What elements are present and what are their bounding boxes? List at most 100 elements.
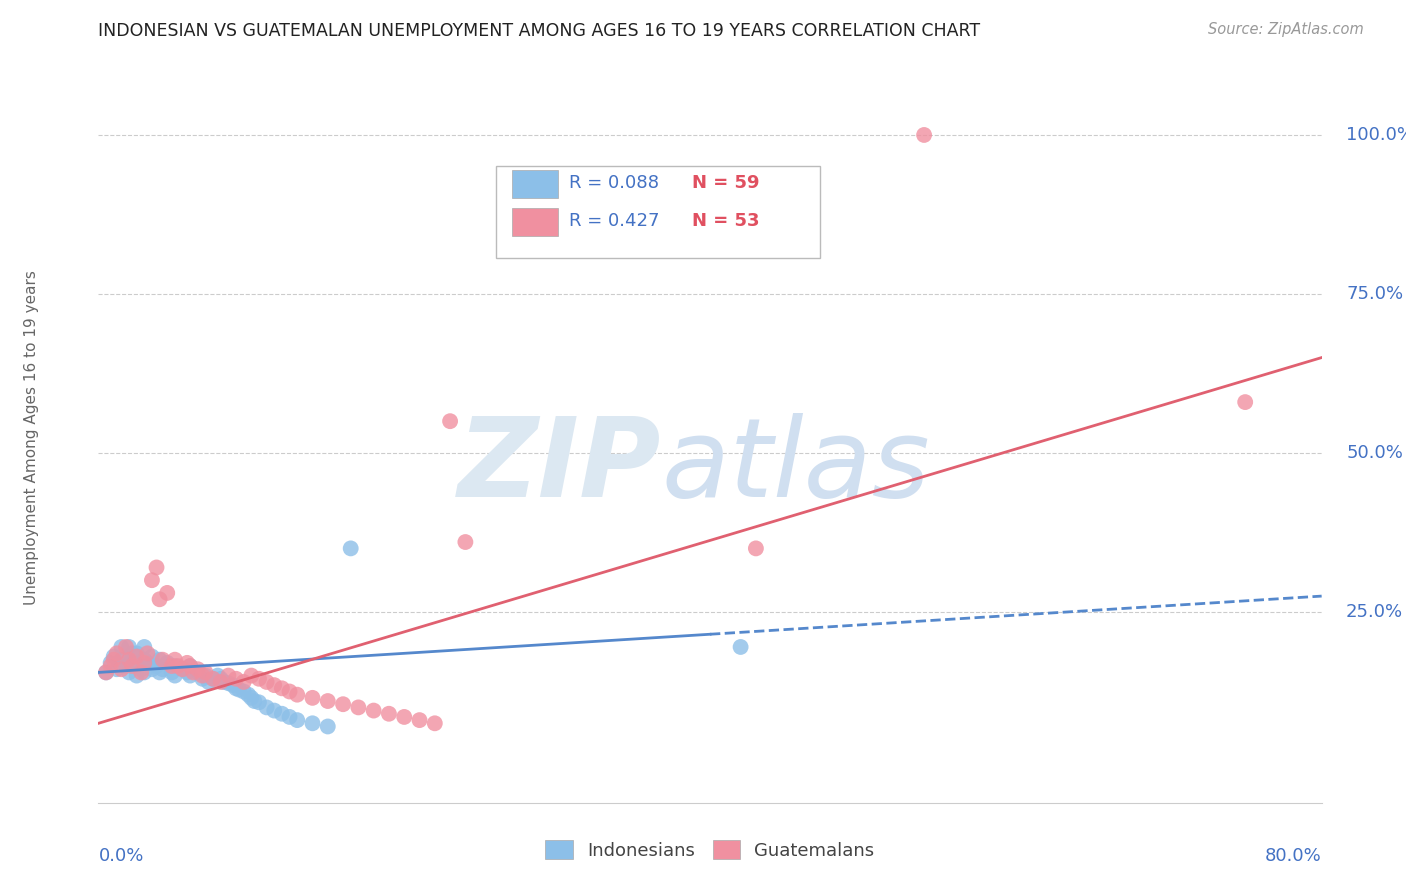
Point — [202, 672, 225, 686]
Point — [191, 672, 214, 686]
Point — [149, 653, 172, 667]
Text: 75.0%: 75.0% — [1346, 285, 1403, 303]
Point — [181, 665, 204, 680]
Text: Source: ZipAtlas.com: Source: ZipAtlas.com — [1208, 22, 1364, 37]
Point — [115, 640, 138, 654]
Point — [103, 653, 125, 667]
Point — [363, 704, 385, 718]
Text: atlas: atlas — [661, 413, 929, 520]
Point — [209, 672, 232, 686]
Point — [100, 659, 122, 673]
Point — [179, 668, 201, 682]
Point — [912, 128, 935, 142]
Point — [225, 681, 247, 696]
Point — [263, 704, 285, 718]
Point — [392, 710, 416, 724]
Point — [232, 684, 254, 698]
Point — [378, 706, 401, 721]
Point — [149, 592, 172, 607]
Point — [134, 665, 156, 680]
Point — [194, 668, 217, 682]
Point — [278, 684, 301, 698]
Point — [121, 646, 143, 660]
Point — [176, 665, 198, 680]
Point — [160, 659, 183, 673]
Point — [217, 668, 239, 682]
Point — [1234, 395, 1257, 409]
Point — [247, 695, 270, 709]
Point — [209, 675, 232, 690]
Legend: Indonesians, Guatemalans: Indonesians, Guatemalans — [538, 833, 882, 867]
Point — [129, 665, 152, 680]
Point — [163, 659, 186, 673]
Point — [172, 662, 194, 676]
FancyBboxPatch shape — [512, 170, 558, 198]
Point — [136, 656, 159, 670]
Point — [105, 646, 128, 660]
Point — [94, 665, 117, 680]
Point — [118, 665, 141, 680]
Point — [125, 656, 148, 670]
Point — [339, 541, 361, 556]
Point — [141, 649, 163, 664]
Point — [125, 646, 148, 660]
Text: N = 53: N = 53 — [692, 212, 759, 230]
Point — [134, 656, 156, 670]
Point — [167, 659, 190, 673]
Point — [160, 665, 183, 680]
Point — [423, 716, 446, 731]
Point — [187, 665, 209, 680]
Point — [263, 678, 285, 692]
Point — [94, 665, 117, 680]
Point — [232, 675, 254, 690]
Text: INDONESIAN VS GUATEMALAN UNEMPLOYMENT AMONG AGES 16 TO 19 YEARS CORRELATION CHAR: INDONESIAN VS GUATEMALAN UNEMPLOYMENT AM… — [98, 22, 980, 40]
FancyBboxPatch shape — [496, 167, 820, 258]
Point — [125, 668, 148, 682]
Text: 100.0%: 100.0% — [1346, 126, 1406, 144]
Point — [100, 656, 122, 670]
Point — [301, 716, 323, 731]
Point — [225, 672, 247, 686]
Point — [141, 573, 163, 587]
Point — [163, 653, 186, 667]
FancyBboxPatch shape — [512, 208, 558, 235]
Point — [256, 675, 278, 690]
Point — [194, 665, 217, 680]
Point — [176, 656, 198, 670]
Point — [110, 640, 132, 654]
Point — [156, 586, 179, 600]
Point — [278, 710, 301, 724]
Point — [347, 700, 370, 714]
Text: 0.0%: 0.0% — [98, 847, 143, 864]
Point — [118, 653, 141, 667]
Point — [332, 697, 354, 711]
Point — [110, 662, 132, 676]
Point — [243, 694, 266, 708]
Point — [197, 675, 219, 690]
Point — [730, 640, 752, 654]
Point — [179, 659, 201, 673]
Point — [240, 668, 263, 682]
Point — [270, 681, 292, 696]
Text: 80.0%: 80.0% — [1265, 847, 1322, 864]
Text: 25.0%: 25.0% — [1346, 603, 1403, 621]
Text: N = 59: N = 59 — [692, 174, 759, 193]
Point — [408, 713, 430, 727]
Point — [228, 682, 250, 697]
Text: R = 0.427: R = 0.427 — [569, 212, 659, 230]
Point — [152, 653, 174, 667]
Text: Unemployment Among Ages 16 to 19 years: Unemployment Among Ages 16 to 19 years — [24, 269, 38, 605]
Point — [439, 414, 461, 428]
Point — [115, 659, 138, 673]
Point — [256, 700, 278, 714]
Point — [316, 719, 339, 733]
Point — [110, 653, 132, 667]
Point — [163, 668, 186, 682]
Point — [103, 649, 125, 664]
Point — [134, 653, 156, 667]
Point — [285, 688, 308, 702]
Point — [125, 649, 148, 664]
Point — [238, 688, 260, 702]
Point — [240, 690, 263, 705]
Point — [316, 694, 339, 708]
